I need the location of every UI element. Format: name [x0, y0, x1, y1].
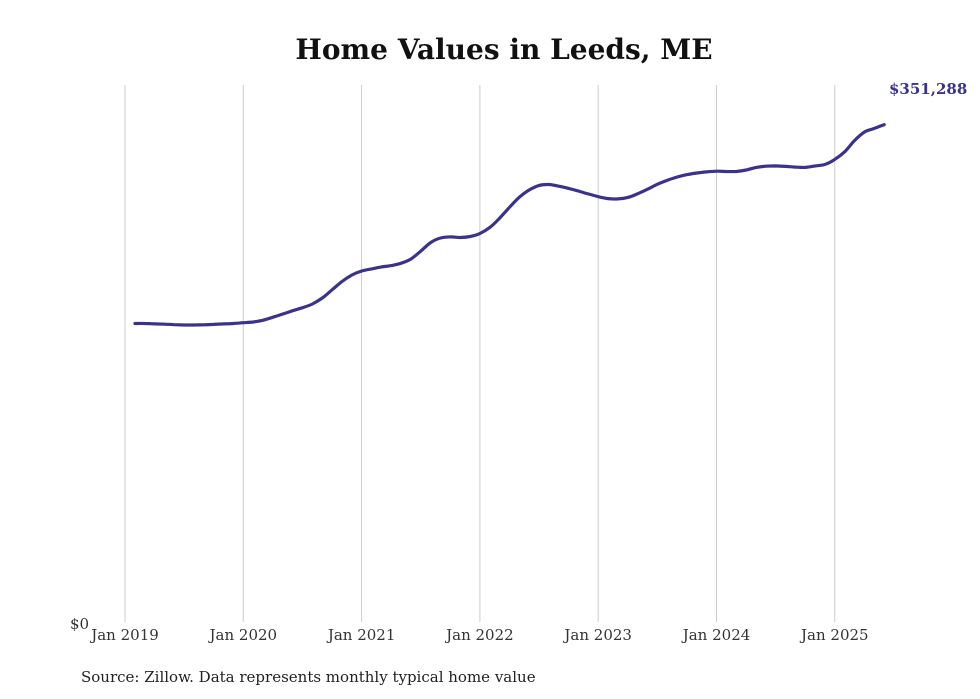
x-tick-label: Jan 2022 — [444, 626, 514, 644]
x-tick-label: Jan 2025 — [799, 626, 869, 644]
chart-title: Home Values in Leeds, ME — [295, 33, 712, 66]
x-tick-label: Jan 2021 — [326, 626, 396, 644]
gridlines — [124, 85, 836, 622]
y-axis-zero-label: $0 — [70, 615, 89, 633]
source-note: Source: Zillow. Data represents monthly … — [81, 668, 536, 686]
x-axis-ticks: Jan 2019 Jan 2020 Jan 2021 Jan 2022 Jan 2023… — [89, 626, 868, 644]
end-value-label: $351,288 — [889, 80, 967, 98]
x-tick-label: Jan 2020 — [208, 626, 278, 644]
x-tick-label: Jan 2019 — [89, 626, 159, 644]
x-tick-label: Jan 2024 — [681, 626, 751, 644]
series-line — [133, 123, 886, 327]
x-tick-label: Jan 2023 — [562, 626, 632, 644]
